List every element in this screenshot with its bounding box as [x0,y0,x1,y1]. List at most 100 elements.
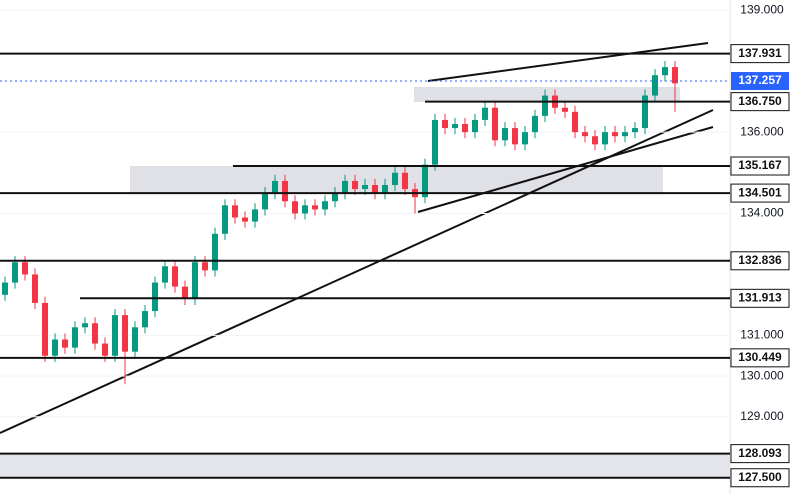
level-label: 128.093 [738,446,782,460]
candle-body [522,132,528,145]
candle-body [282,180,288,202]
candle-body [432,119,438,165]
candle-body [632,128,638,133]
trend-line [417,126,714,213]
level-label: 134.501 [738,185,782,199]
candle-body [372,184,378,194]
candle-body [382,184,388,194]
level-label: 137.931 [738,46,782,60]
y-tick-label: 136.000 [740,124,784,138]
zone [0,453,730,478]
level-label: 130.449 [738,350,782,364]
candle-body [182,286,188,299]
candle-body [42,302,48,356]
candle-body [642,95,648,129]
level-label: 131.913 [738,290,782,304]
y-tick-label: 134.000 [740,206,784,220]
candle-body [542,95,548,116]
level-label-box [730,44,790,64]
level-label-box [730,183,790,203]
trend-line [427,42,709,82]
candle-body [402,172,408,190]
candle-body [352,180,358,190]
candle-body [72,327,78,348]
candle-body [272,180,278,194]
candle-body [572,111,578,133]
candle-body [472,119,478,133]
level-label-box [730,444,790,464]
candle-body [462,124,468,133]
level-label-box [730,288,790,308]
candle-body [502,128,508,141]
candle-body [292,201,298,214]
candle-body [212,233,218,271]
candle-body [652,75,658,96]
candle-body [192,262,198,299]
candle-body [22,262,28,275]
candles [2,60,678,385]
candle-body [82,323,88,328]
candle-body [602,132,608,145]
candle-body [92,323,98,344]
y-tick-label: 130.000 [740,368,784,382]
candle-body [142,311,148,328]
candle-body [132,327,138,352]
candle-body [162,266,168,283]
candle-body [312,205,318,210]
candle-body [532,115,538,133]
level-label: 136.750 [738,94,782,108]
candle-body [302,205,308,214]
candle-body [102,343,108,356]
level-label-box [730,92,790,112]
candle-body [32,274,38,303]
candle-body [242,217,248,222]
candle-body [122,315,128,352]
candle-body [662,67,668,76]
candle-body [452,124,458,129]
candle-body [232,205,238,218]
candle-body [202,262,208,271]
candle-body [332,193,338,202]
candle-body [152,282,158,312]
candle-body [2,282,8,295]
candle-body [562,107,568,112]
candle-body [112,315,118,356]
level-label: 132.836 [738,253,782,267]
y-tick-label: 131.000 [740,328,784,342]
candle-body [172,266,178,287]
candle-body [582,132,588,137]
candle-body [222,205,228,234]
candle-body [52,339,58,356]
candle-body [392,172,398,185]
candle-body [342,180,348,194]
candle-body [322,201,328,210]
candle-body [512,128,518,145]
level-label-box [730,348,790,368]
y-tick-label: 129.000 [740,409,784,423]
current-price-label: 137.257 [738,73,782,87]
level-label: 135.167 [738,158,782,172]
current-price-box [731,72,789,91]
candle-body [12,262,18,283]
candle-body [492,107,498,141]
zone [414,87,680,102]
candle-body [672,67,678,84]
candle-body [442,119,448,129]
level-label: 127.500 [738,470,782,484]
level-label-box [730,468,790,488]
candle-body [622,132,628,137]
candle-body [252,209,258,222]
candle-body [262,193,268,210]
y-tick-label: 139.000 [740,2,784,16]
candle-body [422,164,428,198]
candle-body [482,107,488,120]
trend-line [0,109,714,434]
candle-body [612,132,618,137]
candle-body [362,184,368,190]
candle-body [62,339,68,348]
candle-body [592,136,598,145]
level-label-box [730,156,790,176]
level-label-box [730,251,790,271]
